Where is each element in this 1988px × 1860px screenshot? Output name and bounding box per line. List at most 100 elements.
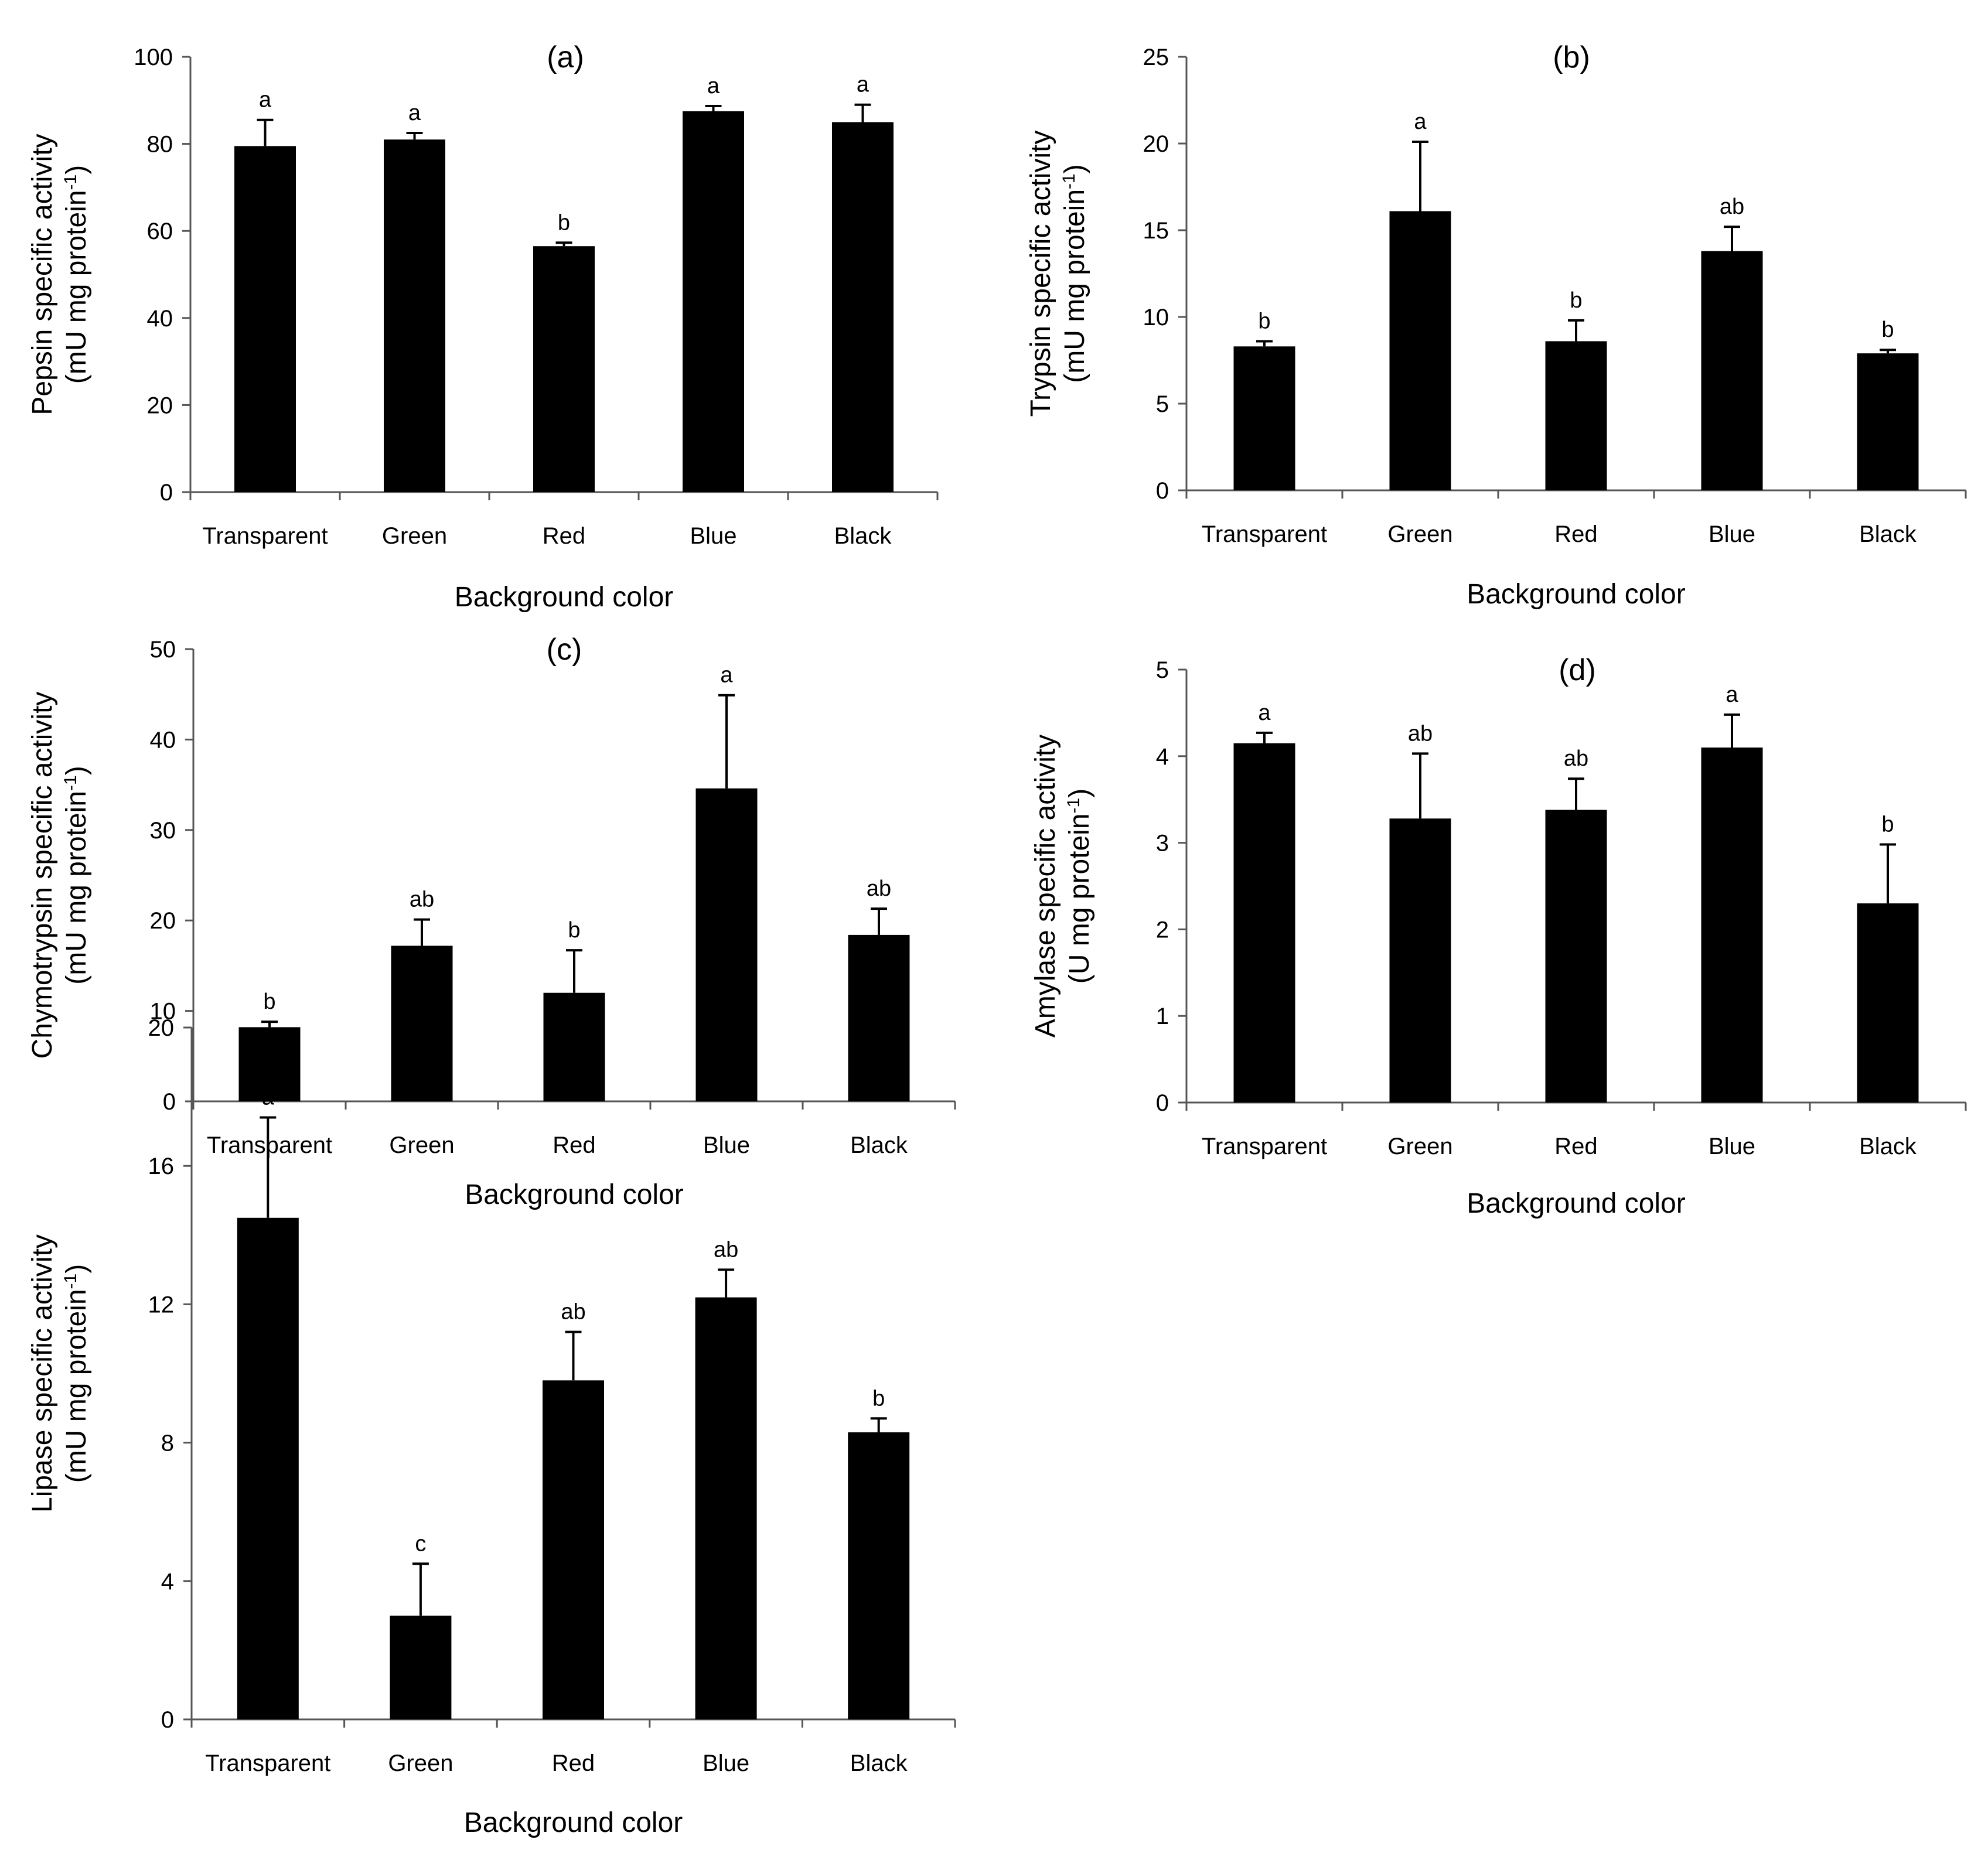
y-tick-label: 5 <box>1156 657 1169 683</box>
bar-transparent <box>1233 346 1295 490</box>
y-tick-label: 10 <box>150 999 176 1025</box>
category-label: Red <box>543 523 585 549</box>
bar-blue <box>1701 748 1763 1103</box>
y-axis-title-line1: Lipase specific activity <box>27 1234 58 1513</box>
significance-label: a <box>707 74 720 98</box>
y-axis-title-sup: -1 <box>61 1274 80 1289</box>
significance-label: a <box>262 1086 275 1110</box>
y-tick-label: 0 <box>160 480 173 506</box>
significance-label: c <box>415 1531 426 1556</box>
panel-e: 0 4 8 12 16 20 a Transparent c Green ab Red ab Blue b B… <box>27 1011 956 1838</box>
bar-green <box>1389 818 1451 1103</box>
y-axis-title-line1: Trypsin specific activity <box>1025 131 1056 417</box>
significance-label: ab <box>1408 721 1433 746</box>
bar-transparent <box>1233 743 1295 1103</box>
y-tick-label: 0 <box>161 1707 174 1733</box>
y-tick-label: 15 <box>1143 218 1169 244</box>
y-axis-title: Chymotrypsin specific activity (mU mg pro… <box>27 692 92 1059</box>
bar-red <box>1545 810 1607 1103</box>
y-tick-label: 20 <box>150 908 176 934</box>
category-label: Blue <box>703 1750 749 1776</box>
bar-black <box>848 934 910 1101</box>
bar-black <box>848 1432 910 1719</box>
y-tick-label: 20 <box>1143 131 1169 157</box>
significance-label: ab <box>561 1300 585 1325</box>
y-axis-title: Pepsin specific activity (mU mg protein-1… <box>27 134 92 415</box>
y-axis-title-close: ) <box>61 165 92 175</box>
y-axis-title-line2: (mU mg protein <box>61 190 92 384</box>
y-tick-label: 0 <box>163 1089 176 1115</box>
y-axis-title-sup: -1 <box>61 175 80 190</box>
significance-label: ab <box>410 888 434 912</box>
bar-red <box>1545 341 1607 490</box>
y-axis-title-sup: -1 <box>1059 173 1079 189</box>
y-axis-title-line1: Chymotrypsin specific activity <box>27 692 58 1059</box>
significance-label: b <box>1881 318 1894 342</box>
category-label: Red <box>552 1750 595 1776</box>
category-label: Green <box>1387 1134 1452 1159</box>
y-axis-title-close: ) <box>61 766 92 775</box>
y-tick-label: 8 <box>161 1431 174 1456</box>
y-axis-title: Trypsin specific activity (mU mg protein-… <box>1025 131 1090 417</box>
category-label: Green <box>388 1750 453 1776</box>
y-tick-label: 10 <box>1143 305 1169 330</box>
x-axis-title: Background color <box>464 1807 683 1838</box>
y-tick-label: 12 <box>148 1292 175 1318</box>
bar-black <box>1857 353 1919 490</box>
significance-label: a <box>1258 701 1271 725</box>
y-axis-title-close: ) <box>1059 164 1090 173</box>
category-label: Red <box>553 1132 595 1158</box>
significance-label: b <box>1570 288 1582 313</box>
bar-black <box>832 122 894 492</box>
bar-green <box>391 946 453 1101</box>
category-label: Black <box>834 523 892 549</box>
y-axis-title-line1: Amylase specific activity <box>1030 735 1061 1037</box>
y-axis-title-sup: -1 <box>61 775 80 791</box>
significance-label: a <box>1726 682 1738 707</box>
bar-transparent <box>238 1027 301 1101</box>
category-label: Blue <box>703 1132 750 1158</box>
category-label: Blue <box>1709 1134 1755 1159</box>
category-label: Transparent <box>202 523 328 549</box>
y-axis-title-line2: (U mg protein <box>1064 813 1095 984</box>
panel-title: (d) <box>1559 653 1596 687</box>
significance-label: b <box>1258 309 1270 333</box>
significance-label: a <box>720 663 733 688</box>
significance-label: b <box>568 918 580 943</box>
x-axis-title: Background color <box>1467 1188 1686 1219</box>
y-tick-label: 40 <box>147 306 173 332</box>
significance-label: b <box>1881 813 1894 837</box>
category-label: Black <box>850 1132 908 1158</box>
y-tick-label: 0 <box>1156 1090 1169 1116</box>
significance-label: ab <box>1564 746 1588 771</box>
category-label: Green <box>389 1132 454 1158</box>
y-tick-label: 60 <box>147 219 173 244</box>
significance-label: b <box>872 1386 885 1411</box>
significance-label: b <box>263 989 275 1014</box>
y-tick-label: 4 <box>161 1569 174 1595</box>
bar-red <box>543 992 605 1101</box>
y-tick-label: 40 <box>150 727 176 753</box>
significance-label: a <box>408 101 421 125</box>
panel-title: (e) <box>548 1011 586 1045</box>
y-axis-title-close: ) <box>1064 789 1095 798</box>
bar-green <box>384 139 445 493</box>
significance-label: a <box>1414 110 1427 134</box>
significance-label: a <box>857 73 869 97</box>
y-axis-title: Lipase specific activity (mU mg protein-1… <box>27 1234 92 1513</box>
bar-transparent <box>234 146 296 492</box>
panel-title: (c) <box>547 633 582 667</box>
y-axis-title-close: ) <box>61 1264 92 1274</box>
category-label: Transparent <box>207 1132 332 1158</box>
y-tick-label: 25 <box>1143 45 1169 70</box>
category-label: Green <box>1387 521 1452 547</box>
x-axis-title: Background color <box>465 1179 684 1210</box>
category-label: Red <box>1554 1134 1597 1159</box>
y-tick-label: 1 <box>1156 1004 1169 1029</box>
y-tick-label: 4 <box>1156 744 1169 770</box>
y-tick-label: 0 <box>1156 478 1169 504</box>
category-label: Transparent <box>205 1750 330 1776</box>
category-label: Blue <box>1709 521 1755 547</box>
y-tick-label: 20 <box>147 393 173 418</box>
